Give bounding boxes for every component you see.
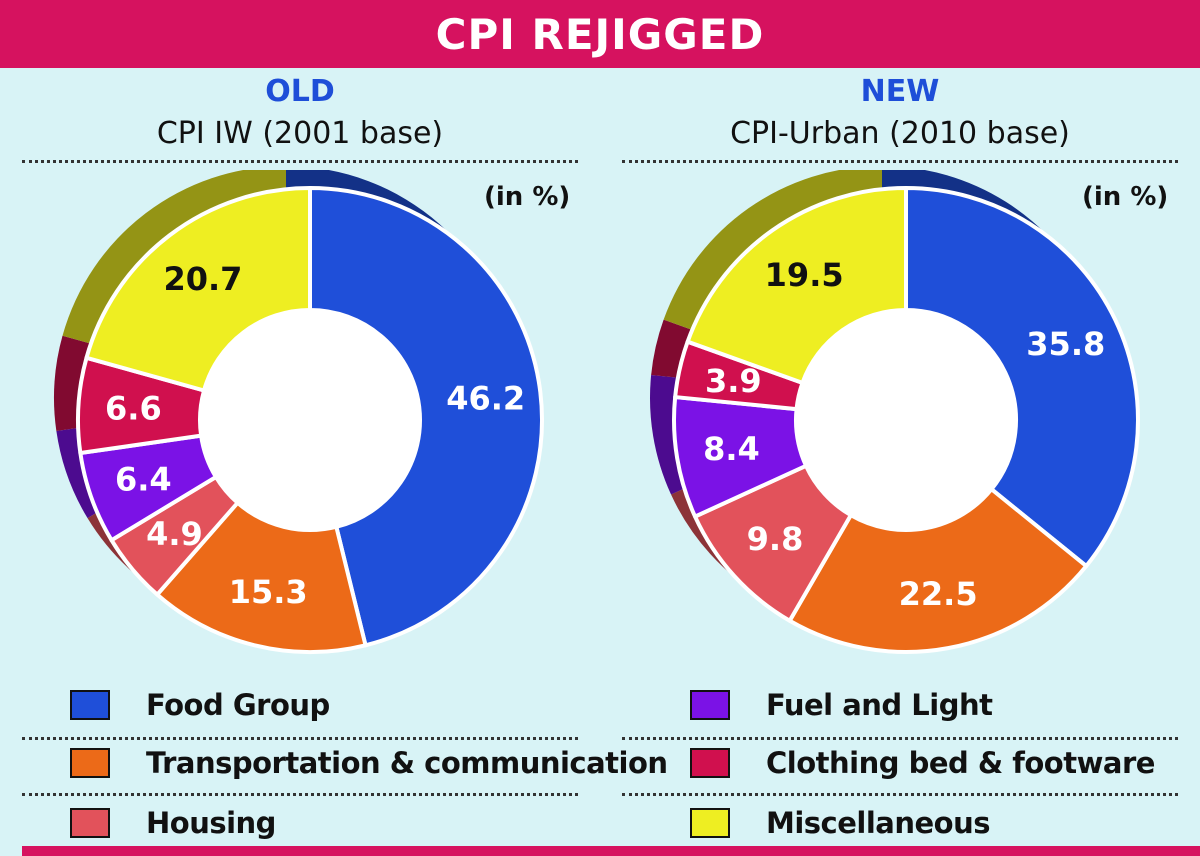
unit-label-new: (in %) bbox=[1082, 182, 1169, 212]
title-banner: CPI REJIGGED bbox=[0, 0, 1200, 68]
legend-label: Clothing bed & footware bbox=[766, 746, 1155, 780]
value-label-fuel: 6.4 bbox=[115, 461, 172, 499]
new-panel-header: NEW CPI-Urban (2010 base) bbox=[620, 72, 1180, 154]
value-label-housing: 9.8 bbox=[747, 520, 804, 558]
value-label-clothing: 3.9 bbox=[705, 362, 762, 400]
unit-label-old: (in %) bbox=[484, 182, 571, 212]
value-label-fuel: 8.4 bbox=[703, 430, 760, 468]
legend-item-fuel: Fuel and Light bbox=[690, 688, 993, 722]
legend-label: Fuel and Light bbox=[766, 688, 993, 722]
old-tag: OLD bbox=[265, 74, 335, 109]
donut-hole bbox=[796, 310, 1016, 530]
divider bbox=[622, 737, 1178, 740]
divider bbox=[622, 793, 1178, 796]
housing-swatch bbox=[70, 808, 110, 838]
legend-item-food: Food Group bbox=[70, 688, 330, 722]
food-swatch bbox=[70, 690, 110, 720]
legend-item-transport: Transportation & communication bbox=[70, 746, 668, 780]
legend-label: Transportation & communication bbox=[146, 746, 668, 780]
legend-label: Housing bbox=[146, 806, 276, 840]
value-label-food: 35.8 bbox=[1026, 325, 1105, 363]
transport-swatch bbox=[70, 748, 110, 778]
bottom-bar bbox=[22, 846, 1200, 856]
legend-label: Food Group bbox=[146, 688, 330, 722]
value-label-misc: 20.7 bbox=[163, 260, 242, 298]
new-subtitle: CPI-Urban (2010 base) bbox=[730, 116, 1070, 151]
clothing-swatch bbox=[690, 748, 730, 778]
value-label-transport: 15.3 bbox=[229, 573, 308, 611]
old-donut-chart: 46.2 15.3 4.9 6.4 6.6 20.7 bbox=[54, 170, 544, 654]
new-donut-chart: 35.8 22.5 9.8 8.4 3.9 19.5 bbox=[650, 170, 1140, 654]
legend-item-housing: Housing bbox=[70, 806, 276, 840]
misc-swatch bbox=[690, 808, 730, 838]
divider bbox=[22, 793, 578, 796]
value-label-transport: 22.5 bbox=[899, 575, 978, 613]
value-label-clothing: 6.6 bbox=[105, 390, 162, 428]
legend-label: Miscellaneous bbox=[766, 806, 991, 840]
old-subtitle: CPI IW (2001 base) bbox=[156, 116, 444, 151]
old-panel-header: OLD CPI IW (2001 base) bbox=[20, 72, 580, 154]
value-label-housing: 4.9 bbox=[146, 515, 203, 553]
fuel-swatch bbox=[690, 690, 730, 720]
value-label-misc: 19.5 bbox=[765, 256, 844, 294]
new-tag: NEW bbox=[860, 74, 940, 109]
divider bbox=[22, 160, 578, 163]
page-title: CPI REJIGGED bbox=[435, 9, 765, 59]
donut-hole bbox=[200, 310, 420, 530]
legend-item-misc: Miscellaneous bbox=[690, 806, 991, 840]
divider bbox=[22, 737, 578, 740]
legend-item-clothing: Clothing bed & footware bbox=[690, 746, 1155, 780]
value-label-food: 46.2 bbox=[446, 380, 525, 418]
divider bbox=[622, 160, 1178, 163]
